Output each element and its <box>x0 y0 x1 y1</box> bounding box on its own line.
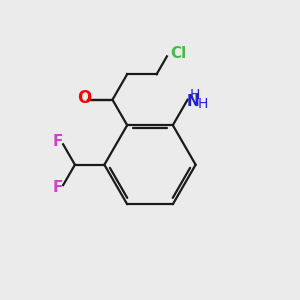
Text: H: H <box>190 88 200 102</box>
Text: F: F <box>53 134 63 149</box>
Text: Cl: Cl <box>170 46 186 61</box>
Text: F: F <box>53 180 63 195</box>
Text: N: N <box>187 94 199 109</box>
Text: H: H <box>198 97 208 111</box>
Text: O: O <box>77 89 91 107</box>
